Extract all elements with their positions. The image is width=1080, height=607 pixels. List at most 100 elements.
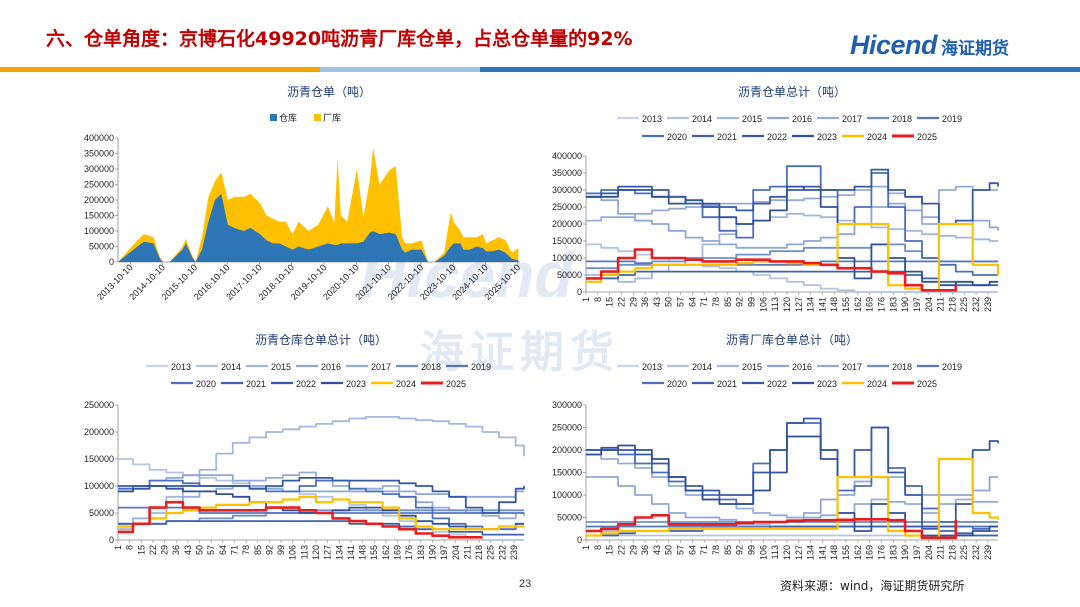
total-legend-label-2025: 2025 — [917, 132, 937, 142]
factory-xtick-label: 29 — [628, 545, 638, 555]
total-xtick-label: 64 — [687, 297, 697, 307]
total-xtick-label: 211 — [936, 297, 946, 311]
warehouse-legend-label-2014: 2014 — [221, 362, 241, 372]
factory-xtick-label: 204 — [924, 545, 934, 560]
warehouse-xtick-label: 183 — [416, 545, 426, 560]
factory-xtick-label: 162 — [853, 545, 863, 560]
factory-xtick-label: 169 — [865, 545, 875, 560]
stacked-ytick-label: 100000 — [84, 226, 114, 236]
stacked-ytick-label: 400000 — [84, 133, 114, 143]
total-xtick-label: 71 — [699, 297, 709, 307]
chart-stacked-svg: 沥青仓单（吨） 仓库 厂库 400000 350000 300000 250000 20000… — [84, 85, 522, 302]
total-xtick-label: 57 — [676, 297, 686, 307]
warehouse-ytick-label: 100000 — [84, 481, 114, 491]
warehouse-xtick-label: 57 — [206, 545, 216, 555]
stacked-title: 沥青仓单（吨） — [287, 85, 371, 99]
warehouse-xtick-label: 113 — [299, 545, 309, 559]
warehouse-legend-label-2024: 2024 — [396, 379, 416, 389]
factory-legend-label-2016: 2016 — [792, 362, 812, 372]
total-series-2017 — [586, 185, 998, 225]
total-xtick-label: 127 — [794, 297, 804, 312]
warehouse-xtick-label: 148 — [358, 545, 368, 560]
factory-xtick-label: 239 — [983, 545, 993, 560]
total-xtick-label: 141 — [817, 297, 827, 312]
factory-ytick-label: 200000 — [552, 445, 582, 455]
warehouse-xtick-label: 29 — [160, 545, 170, 555]
stacked-ytick-label: 150000 — [84, 211, 114, 221]
total-xtick-label: 99 — [746, 297, 756, 307]
total-legend-label-2016: 2016 — [792, 114, 812, 124]
total-ytick-label: 0 — [577, 287, 582, 297]
factory-xtick-label: 57 — [676, 545, 686, 555]
stacked-ytick-label: 200000 — [84, 195, 114, 205]
factory-legend-label-2020: 2020 — [667, 379, 687, 389]
total-xtick-label: 36 — [640, 297, 650, 307]
factory-ytick-label: 150000 — [552, 468, 582, 478]
factory-legend-label-2015: 2015 — [742, 362, 762, 372]
total-ytick-label: 300000 — [552, 185, 582, 195]
warehouse-xtick-label: 71 — [229, 545, 239, 555]
factory-legend-label-2018: 2018 — [892, 362, 912, 372]
factory-xtick-label: 218 — [947, 545, 957, 560]
total-xtick-label: 113 — [770, 297, 780, 311]
stacked-area-warehouse — [118, 193, 519, 262]
total-xtick-label: 176 — [876, 297, 886, 312]
total-legend-label-2017: 2017 — [842, 114, 862, 124]
warehouse-legend-label-2025: 2025 — [446, 379, 466, 389]
warehouse-series-2022 — [118, 477, 525, 514]
warehouse-xtick-label: 155 — [369, 545, 379, 560]
factory-xtick-label: 50 — [664, 545, 674, 555]
chart-total-receipts: 沥青仓单总计（吨） 2013 2014 2015 2016 2017 2018 2019 202… — [540, 80, 1060, 330]
factory-ytick-label: 250000 — [552, 423, 582, 433]
total-xtick-label: 85 — [723, 297, 733, 307]
stacked-ytick-label: 0 — [109, 257, 114, 267]
factory-xtick-label: 22 — [616, 545, 626, 555]
total-xtick-label: 50 — [664, 297, 674, 307]
total-legend-label-2022: 2022 — [767, 132, 787, 142]
factory-legend-label-2024: 2024 — [867, 379, 887, 389]
factory-xtick-label: 43 — [652, 545, 662, 555]
warehouse-legend-label-2020: 2020 — [196, 379, 216, 389]
factory-xtick-label: 113 — [770, 545, 780, 559]
stacked-ytick-label: 50000 — [89, 242, 114, 252]
warehouse-legend-label-2023: 2023 — [346, 379, 366, 389]
total-xtick-label: 148 — [829, 297, 839, 312]
total-xtick-label: 43 — [652, 297, 662, 307]
total-xtick-label: 120 — [782, 297, 792, 312]
total-xtick-label: 239 — [983, 297, 993, 312]
factory-xtick-label: 71 — [699, 545, 709, 555]
total-ytick-label: 100000 — [552, 253, 582, 263]
total-xtick-label: 169 — [865, 297, 875, 312]
total-legend-label-2024: 2024 — [867, 132, 887, 142]
factory-xtick-label: 120 — [782, 545, 792, 560]
factory-legend-label-2021: 2021 — [717, 379, 737, 389]
total-ytick-label: 150000 — [552, 236, 582, 246]
warehouse-xtick-label: 64 — [218, 545, 228, 555]
total-ytick-label: 400000 — [552, 151, 582, 161]
warehouse-xtick-label: 169 — [393, 545, 403, 560]
factory-xtick-label: 15 — [605, 545, 615, 555]
factory-xtick-label: 141 — [817, 545, 827, 560]
warehouse-xtick-label: 190 — [427, 545, 437, 560]
warehouse-xtick-label: 43 — [183, 545, 193, 555]
warehouse-legend-label-2016: 2016 — [321, 362, 341, 372]
warehouse-xtick-label: 204 — [451, 545, 461, 560]
warehouse-ytick-label: 200000 — [84, 427, 114, 437]
warehouse-xtick-label: 99 — [276, 545, 286, 555]
total-series-2014 — [586, 243, 998, 293]
factory-legend-label-2023: 2023 — [817, 379, 837, 389]
total-xtick-label: 218 — [947, 297, 957, 312]
stacked-ytick-label: 350000 — [84, 149, 114, 159]
total-ytick-label: 250000 — [552, 202, 582, 212]
factory-ytick-label: 50000 — [557, 513, 582, 523]
total-xtick-label: 22 — [616, 297, 626, 307]
warehouse-xtick-label: 120 — [311, 545, 321, 560]
warehouse-xtick-label: 134 — [334, 545, 344, 560]
factory-xtick-label: 183 — [888, 545, 898, 560]
warehouse-xtick-label: 162 — [381, 545, 391, 560]
warehouse-xtick-label: 85 — [253, 545, 263, 555]
chart-warehouse-svg: 沥青仓库仓单总计（吨） 2013 2014 2015 2016 2017 2018 2019 2… — [84, 332, 525, 560]
warehouse-legend-label-2017: 2017 — [371, 362, 391, 372]
factory-xtick-label: 190 — [900, 545, 910, 560]
total-xtick-label: 190 — [900, 297, 910, 312]
